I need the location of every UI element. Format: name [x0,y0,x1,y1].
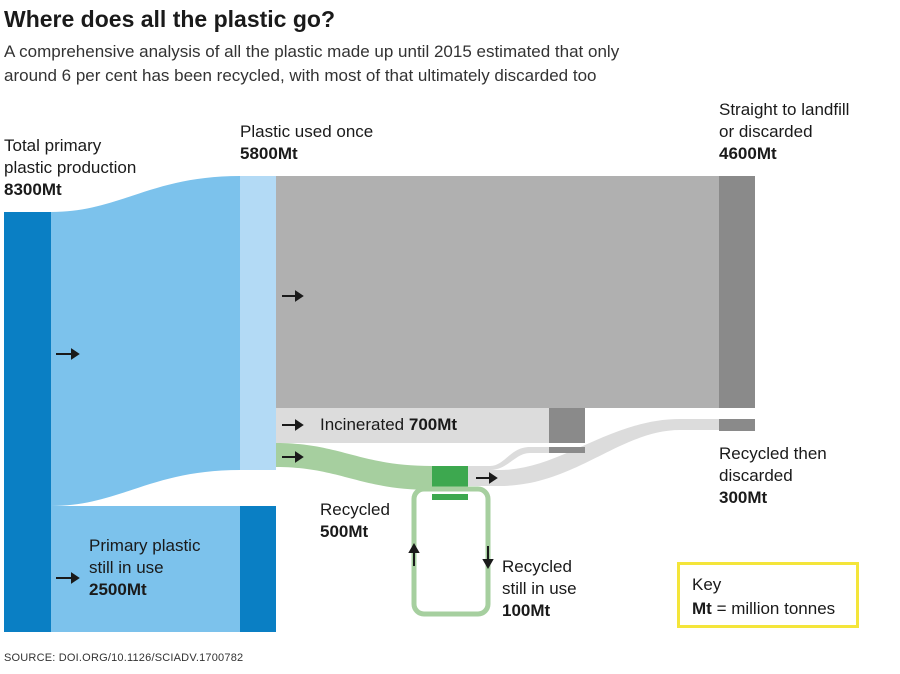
landfill-label-line1: Straight to landfill [719,100,850,119]
recycled-discarded-line1: Recycled then [719,444,827,463]
arrow-right-icon [282,419,304,431]
primary-in-use-value: 2500Mt [89,580,147,599]
arrow-right-icon [56,348,80,360]
recycled-discarded-flow [468,419,719,486]
used-once-label: Plastic used once 5800Mt [240,121,373,165]
primary-in-use-label: Primary plastic still in use 2500Mt [89,535,200,601]
arrow-down-icon [482,546,494,570]
recycled-discarded-value: 300Mt [719,488,768,507]
used-once-text: Plastic used once [240,122,374,141]
primary-in-use-bar [240,506,276,632]
key-heading: Key [692,575,722,594]
recycled-incinerated-flow [468,447,549,470]
recycled-text: Recycled [320,500,390,519]
recycled-label: Recycled 500Mt [320,499,390,543]
recycled-in-use-value: 100Mt [502,601,551,620]
recycled-discarded-line2: discarded [719,466,793,485]
landfill-label: Straight to landfill or discarded 4600Mt [719,99,849,165]
arrow-up-icon [408,542,420,566]
recycled-in-use-line2: still in use [502,579,577,598]
arrow-right-icon [56,572,80,584]
recycled-flow [276,443,432,490]
source-note: SOURCE: DOI.ORG/10.1126/SCIADV.1700782 [4,652,244,664]
recycled-bar [432,466,468,490]
recycled-discarded-label: Recycled then discarded 300Mt [719,443,827,509]
total-value: 8300Mt [4,180,62,199]
recycled-discarded-bar [719,419,755,431]
arrow-icons [56,290,498,584]
landfill-value: 4600Mt [719,144,777,163]
landfill-flow [276,176,719,408]
page-subtitle: A comprehensive analysis of all the plas… [4,42,620,85]
landfill-label-line2: or discarded [719,122,813,141]
used-once-bar [240,176,276,470]
recycled-loop [411,486,491,617]
incinerated-value: 700Mt [408,415,458,434]
primary-in-use-line2: still in use [89,558,164,577]
arrow-right-icon [282,290,304,302]
total-production-bar [4,212,51,632]
used-once-value: 5800Mt [240,144,298,163]
incinerated-text: Incinerated [320,415,405,434]
primary-in-use-line1: Primary plastic [89,536,201,555]
recycled-value: 500Mt [320,522,369,541]
total-production-label: Total primary plastic production 8300Mt [4,135,136,201]
incinerated-label: Incinerated 700Mt [320,414,457,436]
incinerated-bar [549,408,585,443]
recycled-in-use-line1: Recycled [502,557,572,576]
total-label-line1: Total primary [4,136,102,155]
total-label-line2: plastic production [4,158,137,177]
production-flow [51,176,240,506]
arrow-right-icon [476,472,498,484]
primary-in-use-flow [51,506,241,632]
key-definition: = million tonnes [716,599,836,618]
key-term: Mt [692,599,712,618]
page-title: Where does all the plastic go? [4,6,336,32]
arrow-right-icon [282,451,304,463]
recycled-in-use-label: Recycled still in use 100Mt [502,556,577,622]
key-box: Key Mt = million tonnes [677,562,859,628]
landfill-bar [719,176,755,408]
incinerated-flow [276,408,549,443]
recycled-bar-base [432,494,468,500]
recycled-incinerated-bar [549,447,585,453]
